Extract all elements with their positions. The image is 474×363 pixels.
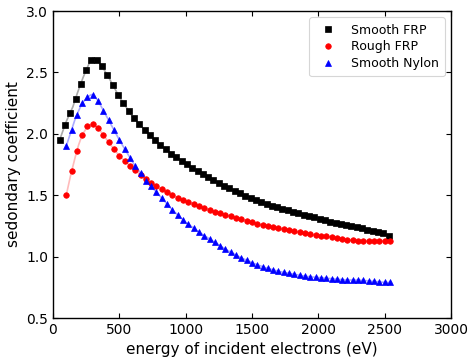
Smooth Nylon	[387, 280, 393, 285]
Rough FRP	[350, 238, 356, 242]
Smooth Nylon	[90, 93, 96, 97]
Smooth Nylon	[382, 280, 387, 285]
Smooth Nylon	[154, 190, 159, 195]
Rough FRP	[265, 224, 271, 229]
Smooth FRP	[216, 181, 222, 185]
Smooth Nylon	[132, 164, 138, 168]
Rough FRP	[355, 238, 361, 243]
Smooth FRP	[152, 138, 158, 142]
Smooth Nylon	[228, 250, 234, 254]
Line: Smooth FRP: Smooth FRP	[57, 57, 392, 239]
Smooth FRP	[290, 209, 296, 214]
Rough FRP	[132, 168, 138, 173]
Line: Rough FRP: Rough FRP	[64, 121, 392, 244]
Rough FRP	[154, 184, 159, 188]
Smooth Nylon	[95, 98, 101, 103]
Smooth FRP	[386, 234, 392, 238]
Smooth Nylon	[64, 144, 69, 148]
Y-axis label: sedondary coefficient: sedondary coefficient	[6, 82, 20, 248]
Rough FRP	[90, 122, 96, 126]
Smooth Nylon	[265, 266, 271, 270]
Rough FRP	[387, 238, 393, 243]
Rough FRP	[95, 126, 101, 130]
Smooth Nylon	[350, 278, 356, 282]
Smooth FRP	[381, 231, 386, 235]
Rough FRP	[64, 193, 69, 197]
Smooth FRP	[57, 138, 63, 142]
Smooth FRP	[89, 57, 94, 62]
Line: Smooth Nylon: Smooth Nylon	[64, 93, 392, 285]
Rough FRP	[228, 214, 234, 219]
Smooth FRP	[227, 186, 232, 191]
X-axis label: energy of incident electrons (eV): energy of incident electrons (eV)	[126, 342, 378, 358]
Legend: Smooth FRP, Rough FRP, Smooth Nylon: Smooth FRP, Rough FRP, Smooth Nylon	[310, 17, 445, 76]
Smooth FRP	[163, 147, 169, 151]
